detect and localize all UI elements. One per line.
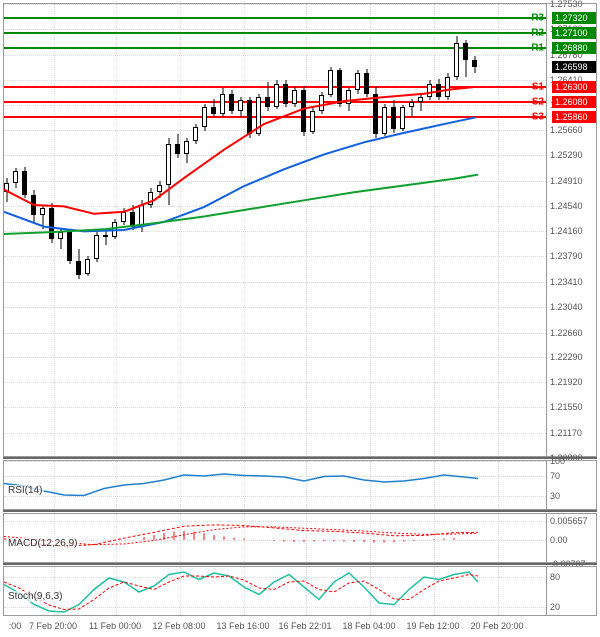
price-tick: 1.21920 — [550, 377, 583, 387]
rsi-panel[interactable]: RSI(14) 3070100 — [3, 460, 597, 510]
price-tick: 1.22290 — [550, 352, 583, 362]
rsi-line — [4, 474, 478, 496]
macd-tick: 0.00 — [550, 535, 568, 545]
panel-separator — [3, 457, 597, 459]
price-tick: 1.23410 — [550, 277, 583, 287]
price-tick: 1.24540 — [550, 201, 583, 211]
price-tick: 1.24160 — [550, 226, 583, 236]
macd-label: MACD(12,26,9) — [6, 538, 79, 549]
ma-fast — [4, 87, 474, 214]
price-tick: 1.25660 — [550, 125, 583, 135]
rsi-label: RSI(14) — [6, 485, 44, 496]
price-tick: 1.22660 — [550, 328, 583, 338]
sr-price-badge: 1.26080 — [552, 96, 596, 108]
time-label: 16 Feb 22:01 — [278, 621, 331, 631]
macd-tick: 0.005657 — [550, 516, 588, 526]
sr-price-badge: 1.26880 — [552, 42, 596, 54]
rsi-tick: 70 — [550, 471, 560, 481]
ma-slow — [4, 175, 478, 234]
stoch-panel[interactable]: Stoch(9,6,3) 20 80 — [3, 566, 597, 616]
time-label: 19 Feb 12:00 — [406, 621, 459, 631]
price-tick: 1.23040 — [550, 302, 583, 312]
time-label: 18 Feb 04:00 — [342, 621, 395, 631]
time-label: :00 — [9, 621, 22, 631]
time-label: 13 Feb 16:00 — [216, 621, 269, 631]
stoch-label: Stoch(9,6,3) — [6, 591, 64, 602]
stoch-k-line — [4, 572, 478, 612]
price-tick: 1.25290 — [550, 150, 583, 160]
price-tick: 1.23790 — [550, 251, 583, 261]
stoch-tick: 80 — [550, 572, 560, 582]
sr-price-badge: 1.27320 — [552, 12, 596, 24]
time-label: 12 Feb 08:00 — [152, 621, 205, 631]
price-tick: 1.21170 — [550, 428, 582, 438]
rsi-tick: 100 — [550, 456, 565, 466]
macd-panel[interactable]: MACD(12,26,9) -0.007070.000.005657 — [3, 513, 597, 563]
stoch-tick: 20 — [550, 602, 560, 612]
price-tick: 1.24910 — [550, 176, 583, 186]
current-price-badge: 1.26598 — [552, 61, 596, 73]
rsi-tick: 30 — [550, 491, 560, 501]
time-label: 20 Feb 20:00 — [470, 621, 523, 631]
price-chart[interactable]: R3R2R1S1S2S3 1.208001.211701.215501.2192… — [3, 3, 597, 457]
sr-price-badge: 1.26300 — [552, 81, 596, 93]
sr-price-badge: 1.27100 — [552, 27, 596, 39]
price-tick: 1.21550 — [550, 402, 583, 412]
time-axis: :00 7 Feb 20:00 11 Feb 00:00 12 Feb 08:00 13… — [3, 618, 597, 634]
price-tick: 1.27530 — [550, 0, 583, 9]
panel-separator — [3, 563, 597, 565]
sr-price-badge: 1.25860 — [552, 111, 596, 123]
panel-separator — [3, 510, 597, 512]
ma-mid — [4, 117, 476, 231]
time-label: 7 Feb 20:00 — [29, 621, 77, 631]
time-label: 11 Feb 00:00 — [89, 621, 141, 631]
